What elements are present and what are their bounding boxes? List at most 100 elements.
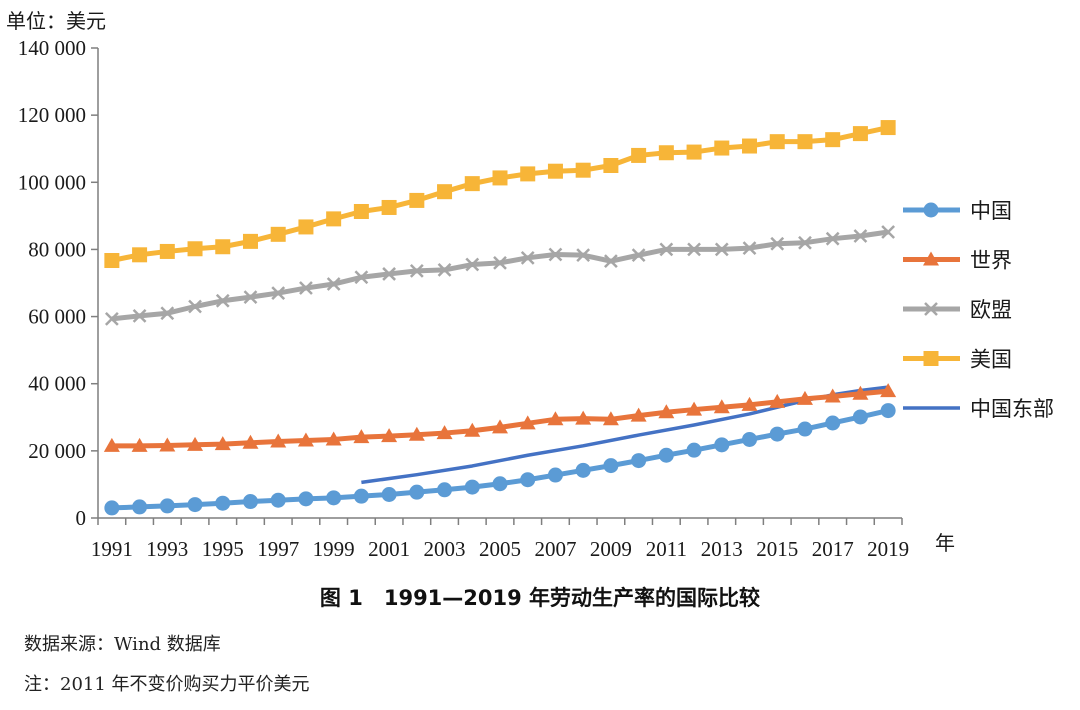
data-point bbox=[437, 263, 452, 277]
data-point bbox=[299, 281, 313, 295]
x-tick-label: 2019 bbox=[867, 537, 909, 561]
data-point bbox=[520, 166, 536, 182]
data-point bbox=[437, 184, 453, 200]
data-point bbox=[575, 462, 591, 478]
legend-label: 美国 bbox=[970, 348, 1012, 372]
data-point bbox=[242, 494, 258, 510]
data-point bbox=[631, 453, 647, 469]
data-point bbox=[547, 163, 563, 179]
marker-stroke bbox=[132, 309, 147, 323]
data-point bbox=[214, 436, 231, 451]
data-point bbox=[630, 407, 647, 422]
series-世界 bbox=[103, 383, 897, 452]
data-point bbox=[796, 390, 813, 405]
marker-stroke bbox=[881, 225, 896, 239]
marker-stroke bbox=[271, 286, 286, 300]
data-point bbox=[770, 236, 785, 251]
data-point bbox=[687, 242, 701, 257]
data-point bbox=[881, 225, 896, 239]
legend-label: 世界 bbox=[970, 249, 1012, 273]
unit-note: 注：2011 年不变价购买力平价美元 bbox=[24, 674, 310, 695]
data-point bbox=[270, 433, 287, 448]
marker-stroke bbox=[659, 242, 674, 257]
data-point bbox=[880, 403, 896, 419]
x-tick-label: 1995 bbox=[202, 537, 244, 561]
data-point bbox=[132, 309, 147, 323]
data-point bbox=[381, 199, 397, 215]
data-point bbox=[853, 229, 868, 243]
data-point bbox=[769, 134, 785, 150]
data-point bbox=[326, 211, 342, 227]
data-point bbox=[159, 243, 175, 259]
marker-stroke bbox=[326, 277, 341, 291]
data-point bbox=[714, 140, 730, 156]
data-point bbox=[298, 491, 314, 507]
data-point bbox=[408, 426, 425, 441]
data-point bbox=[797, 421, 813, 437]
data-point bbox=[104, 253, 120, 269]
data-point bbox=[326, 490, 342, 506]
data-point bbox=[104, 312, 119, 326]
legend-item: 欧盟 bbox=[903, 298, 1012, 322]
series-美国 bbox=[104, 120, 896, 269]
data-point bbox=[353, 488, 369, 504]
data-point bbox=[492, 419, 508, 434]
data-point bbox=[880, 383, 897, 398]
data-point bbox=[353, 429, 370, 444]
data-point bbox=[215, 293, 230, 308]
data-point bbox=[409, 484, 425, 500]
legend-item: 美国 bbox=[903, 348, 1012, 372]
data-point bbox=[132, 499, 148, 515]
data-point bbox=[215, 495, 231, 511]
data-point bbox=[547, 411, 564, 426]
data-point bbox=[575, 162, 591, 178]
marker-stroke bbox=[354, 270, 369, 285]
data-point bbox=[271, 286, 286, 300]
data-point bbox=[520, 472, 536, 488]
data-point bbox=[326, 277, 341, 291]
data-point bbox=[576, 248, 591, 263]
marker-stroke bbox=[188, 299, 202, 314]
data-source-note: 数据来源：Wind 数据库 bbox=[24, 634, 221, 655]
legend-label: 中国东部 bbox=[970, 397, 1054, 421]
data-point bbox=[658, 447, 674, 463]
x-tick-label: 2001 bbox=[368, 537, 410, 561]
axes: 0 20 000 40 000 60 000 80 000 100 000 120 000 1… bbox=[18, 36, 909, 561]
y-tick-label: 40 000 bbox=[28, 372, 86, 396]
marker-stroke bbox=[299, 281, 313, 295]
data-point bbox=[464, 479, 480, 495]
data-point bbox=[714, 242, 729, 257]
data-point bbox=[547, 467, 563, 483]
legend-marker bbox=[924, 302, 938, 316]
data-point bbox=[242, 233, 258, 249]
data-point bbox=[659, 242, 674, 257]
marker-stroke bbox=[243, 290, 258, 304]
marker-stroke bbox=[825, 231, 840, 246]
x-tick-label: 1993 bbox=[146, 537, 188, 561]
marker-stroke bbox=[714, 242, 729, 257]
marker-stroke bbox=[924, 302, 938, 316]
data-point bbox=[464, 422, 481, 437]
marker-stroke bbox=[160, 306, 175, 321]
x-tick-label: 1991 bbox=[91, 537, 133, 561]
y-tick-label: 120 000 bbox=[18, 103, 86, 127]
data-point bbox=[382, 267, 396, 281]
figure-caption: 图 1 1991—2019 年劳动生产率的国际比较 bbox=[319, 586, 761, 610]
legend-label: 中国 bbox=[970, 199, 1012, 223]
data-point bbox=[548, 247, 563, 262]
data-point bbox=[797, 134, 813, 150]
y-tick-label: 80 000 bbox=[28, 237, 86, 261]
legend-marker bbox=[923, 202, 939, 218]
data-point bbox=[852, 385, 869, 400]
data-point bbox=[409, 264, 424, 278]
marker-stroke bbox=[215, 293, 230, 308]
marker-stroke bbox=[770, 236, 785, 251]
data-point bbox=[686, 401, 703, 416]
marker-stroke bbox=[409, 264, 424, 278]
data-point bbox=[519, 415, 536, 430]
x-tick-label: 2007 bbox=[534, 537, 576, 561]
series-欧盟 bbox=[104, 225, 896, 326]
y-unit-label: 单位：美元 bbox=[6, 9, 106, 33]
data-point bbox=[159, 498, 175, 514]
data-point bbox=[104, 500, 120, 516]
